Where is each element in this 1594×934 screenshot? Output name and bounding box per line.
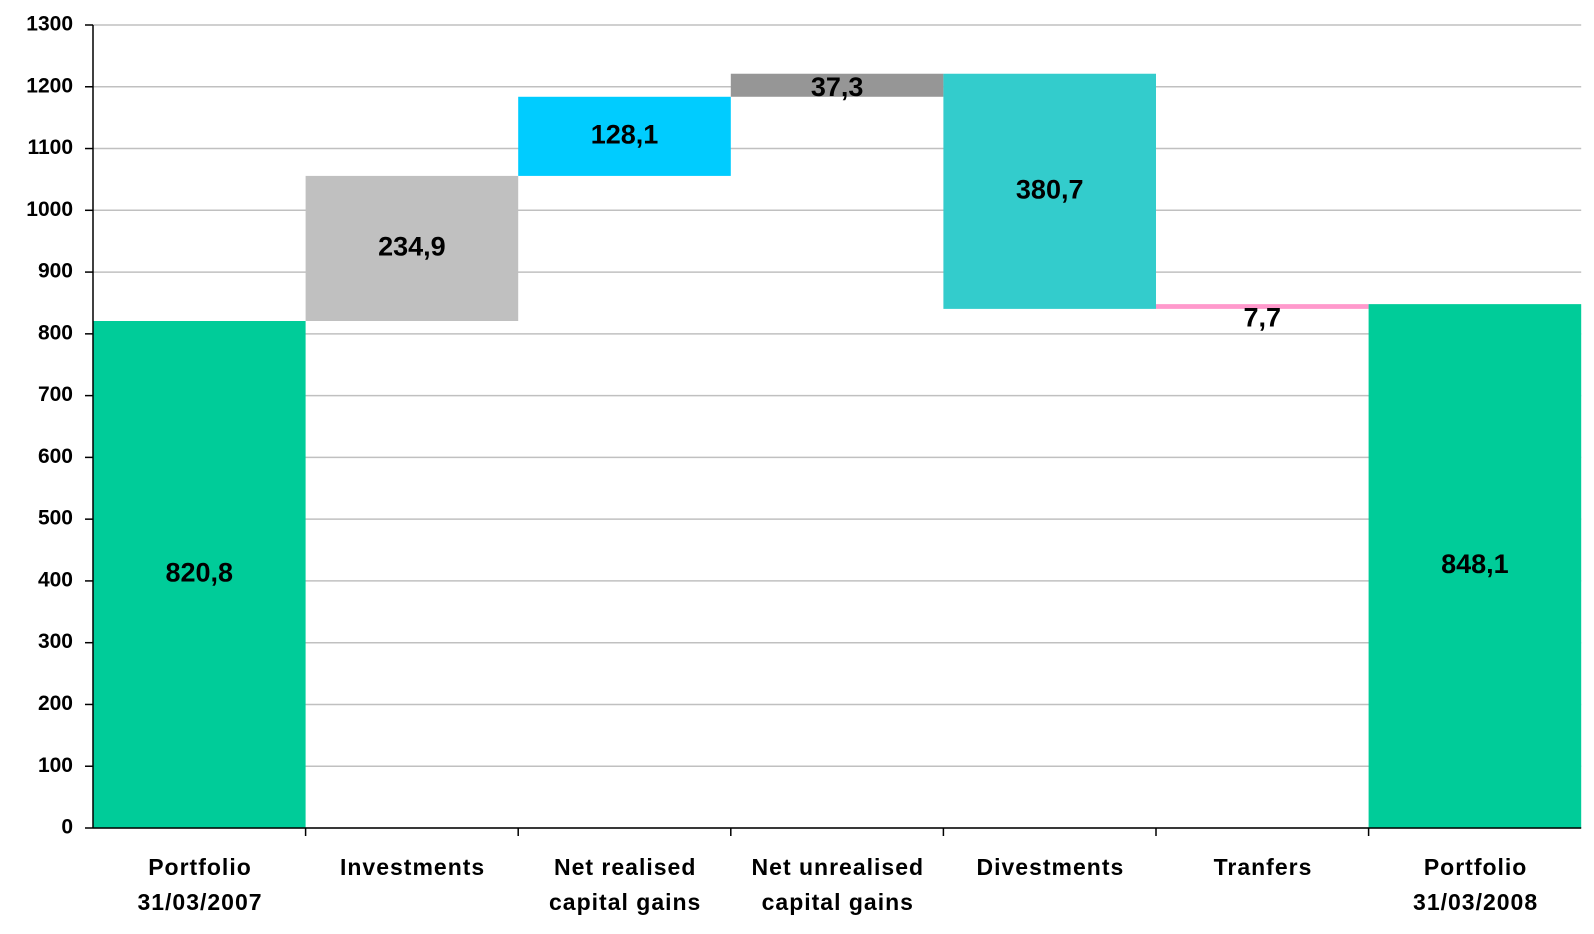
bar [93, 320, 306, 828]
x-tick-label: Net realised capital gains [549, 854, 702, 915]
value-label: 37,3 [811, 72, 864, 102]
x-tick-label: Tranfers [1213, 854, 1313, 880]
y-tick-label: 0 [61, 816, 73, 839]
y-tick-label: 200 [38, 692, 73, 715]
y-tick-label: 800 [38, 321, 73, 344]
y-tick-label: 1100 [27, 136, 73, 159]
y-tick-label: 900 [38, 260, 73, 283]
x-tick-label: Investments [339, 854, 486, 880]
y-tick-label: 400 [38, 568, 73, 591]
y-tick-label: 100 [38, 754, 73, 777]
y-tick-label: 500 [38, 507, 73, 530]
y-tick-label: 300 [38, 630, 73, 653]
value-label: 234,9 [378, 232, 446, 262]
bar [305, 175, 519, 321]
y-tick-label: 1000 [26, 198, 73, 221]
y-tick-label: 1200 [26, 74, 73, 97]
value-label: 7,7 [1244, 302, 1282, 332]
bar [943, 73, 1156, 309]
x-tick-label: Net unrealised capital gains [751, 854, 925, 915]
bar [518, 96, 731, 176]
y-tick-label: 1300 [26, 13, 73, 36]
value-label: 820,8 [166, 558, 234, 588]
value-label: 128,1 [591, 119, 659, 149]
value-label: 848,1 [1441, 549, 1509, 579]
y-tick-label: 600 [38, 445, 73, 468]
y-tick-label: 700 [38, 383, 73, 406]
value-label: 380,7 [1016, 174, 1084, 204]
bar [730, 73, 944, 97]
x-tick-label: Divestments [976, 854, 1125, 880]
x-tick-label: Portfolio 31/03/2008 [1413, 854, 1539, 915]
bar [1368, 304, 1582, 829]
x-tick-label: Portfolio 31/03/2007 [137, 854, 263, 915]
bar [1156, 304, 1369, 309]
